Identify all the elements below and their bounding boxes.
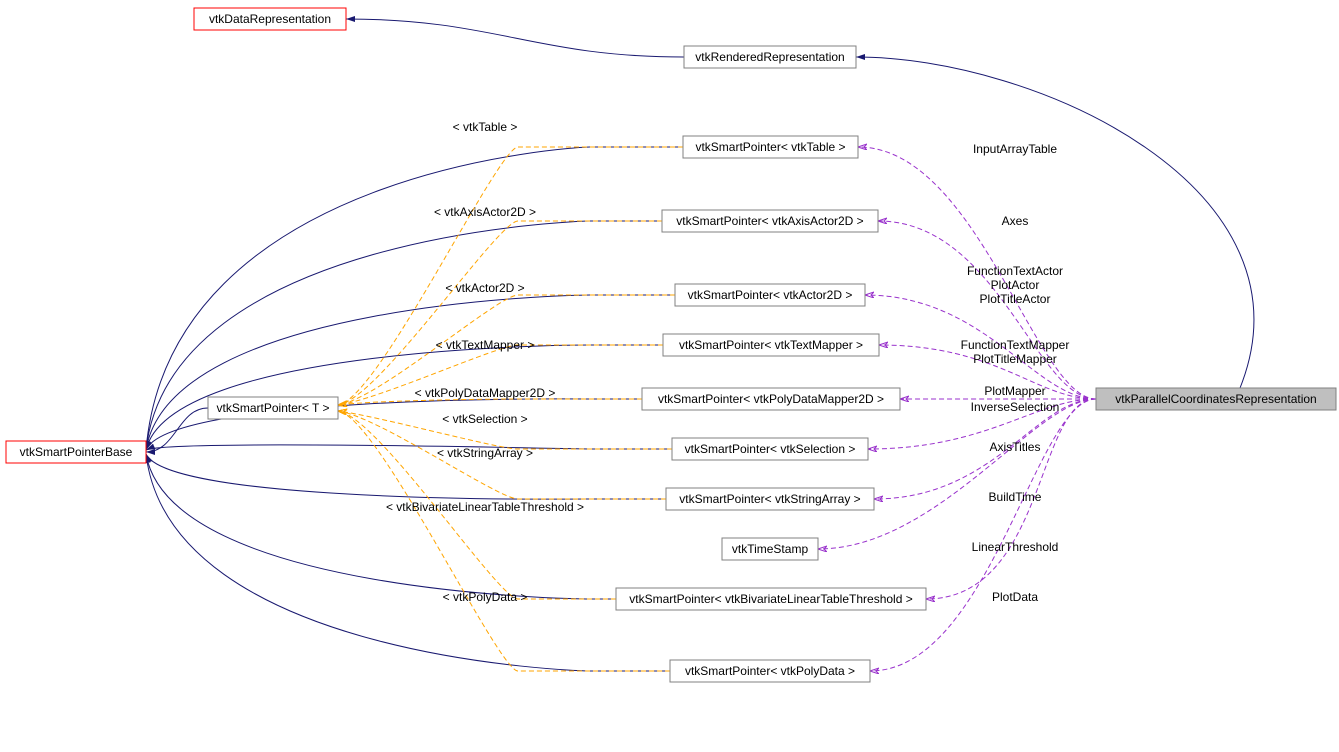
node-label: vtkSmartPointer< vtkPolyData > [685, 664, 855, 678]
edge-label: LinearThreshold [972, 540, 1059, 554]
node-sp_vtkStringArray[interactable]: vtkSmartPointer< vtkStringArray > [666, 488, 874, 510]
edge-sp_vtkActor2D-spBase [146, 295, 675, 450]
template-label: < vtkActor2D > [445, 281, 524, 295]
node-vtkSmartPointerT[interactable]: vtkSmartPointer< T > [208, 397, 338, 419]
edge-label: PlotMapper [984, 384, 1045, 398]
template-label: < vtkTable > [453, 120, 518, 134]
node-label: vtkTimeStamp [732, 542, 809, 556]
node-label: vtkDataRepresentation [209, 12, 331, 26]
template-label: < vtkBivariateLinearTableThreshold > [386, 500, 584, 514]
node-sp_vtkAxisActor2D[interactable]: vtkSmartPointer< vtkAxisActor2D > [662, 210, 878, 232]
node-label: vtkSmartPointer< vtkBivariateLinearTable… [629, 592, 912, 606]
node-vtkParallel[interactable]: vtkParallelCoordinatesRepresentation [1096, 388, 1336, 410]
edge-use-vtkTimeStamp [818, 399, 1096, 549]
node-vtkSmartPointerBase[interactable]: vtkSmartPointerBase [6, 441, 146, 463]
node-label: vtkSmartPointer< vtkStringArray > [679, 492, 860, 506]
template-label: < vtkPolyData > [443, 590, 528, 604]
edge-label: Axes [1002, 214, 1029, 228]
collaboration-diagram: vtkDataRepresentation vtkSmartPointerBase… [0, 0, 1339, 752]
edge-label: InverseSelection [971, 400, 1060, 414]
edge-label: InputArrayTable [973, 142, 1057, 156]
node-vtkTimeStamp[interactable]: vtkTimeStamp [722, 538, 818, 560]
node-vtkRenderedRepresentation[interactable]: vtkRenderedRepresentation [684, 46, 856, 68]
template-label: < vtkPolyDataMapper2D > [415, 386, 556, 400]
edge-sp_vtkSelection-spBase [146, 445, 672, 450]
edge-label: PlotTitleActor [980, 292, 1051, 306]
edge-sp_vtkStringArray-spBase [146, 454, 666, 499]
edge-use-sp_vtkAxisActor2D [878, 221, 1096, 399]
edge-renderedrep-datarep [346, 19, 684, 57]
node-sp_vtkTextMapper[interactable]: vtkSmartPointer< vtkTextMapper > [663, 334, 879, 356]
edge-label: PlotTitleMapper [973, 352, 1057, 366]
edge-label: FunctionTextMapper [961, 338, 1070, 352]
node-label: vtkSmartPointer< T > [217, 401, 330, 415]
node-sp_vtkActor2D[interactable]: vtkSmartPointer< vtkActor2D > [675, 284, 865, 306]
edge-sp_vtkBivariate-spBase [146, 454, 616, 599]
node-label: vtkSmartPointer< vtkAxisActor2D > [676, 214, 863, 228]
template-label: < vtkSelection > [442, 412, 527, 426]
edge-label: PlotActor [991, 278, 1040, 292]
edge-label: FunctionTextActor [967, 264, 1063, 278]
node-label: vtkSmartPointer< vtkTable > [695, 140, 845, 154]
node-sp_vtkPolyDataMapper2D[interactable]: vtkSmartPointer< vtkPolyDataMapper2D > [642, 388, 900, 410]
node-label: vtkRenderedRepresentation [695, 50, 844, 64]
node-label: vtkSmartPointer< vtkActor2D > [688, 288, 853, 302]
edge-sp_vtkPolyData-spBase [146, 454, 670, 671]
node-label: vtkSmartPointer< vtkTextMapper > [679, 338, 863, 352]
node-sp_vtkSelection[interactable]: vtkSmartPointer< vtkSelection > [672, 438, 868, 460]
edge-label: BuildTime [989, 490, 1042, 504]
edge-tmpl-sp_vtkAxisActor2D [338, 221, 662, 405]
node-sp_vtkPolyData[interactable]: vtkSmartPointer< vtkPolyData > [670, 660, 870, 682]
edge-tmpl-sp_vtkTable [338, 147, 683, 405]
template-label: < vtkStringArray > [437, 446, 533, 460]
node-label: vtkSmartPointer< vtkSelection > [685, 442, 856, 456]
node-vtkDataRepresentation[interactable]: vtkDataRepresentation [194, 8, 346, 30]
edge-use-sp_vtkPolyData [870, 399, 1096, 671]
node-sp_vtkTable[interactable]: vtkSmartPointer< vtkTable > [683, 136, 858, 158]
node-label: vtkSmartPointerBase [20, 445, 133, 459]
edge-label: PlotData [992, 590, 1038, 604]
node-sp_vtkBivariate[interactable]: vtkSmartPointer< vtkBivariateLinearTable… [616, 588, 926, 610]
template-label: < vtkTextMapper > [436, 338, 535, 352]
edge-label: AxisTitles [990, 440, 1041, 454]
node-label: vtkParallelCoordinatesRepresentation [1115, 392, 1316, 406]
node-label: vtkSmartPointer< vtkPolyDataMapper2D > [658, 392, 884, 406]
template-label: < vtkAxisActor2D > [434, 205, 536, 219]
